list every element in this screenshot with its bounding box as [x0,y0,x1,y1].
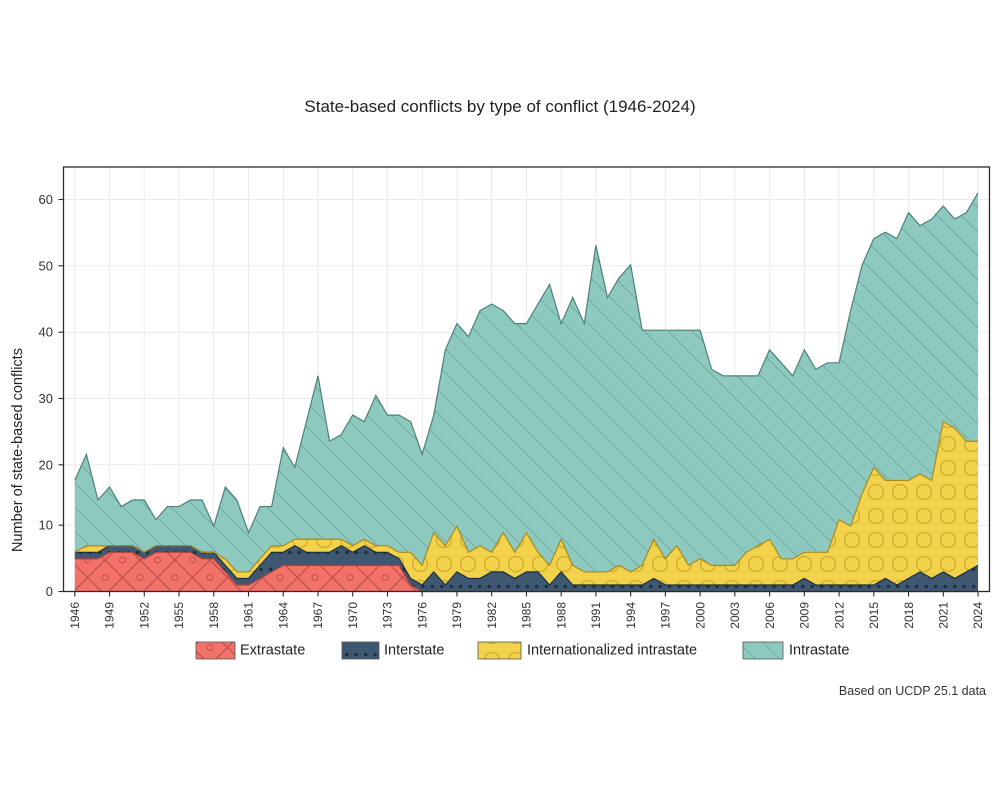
svg-text:30: 30 [39,391,53,406]
svg-text:2009: 2009 [798,602,812,629]
svg-text:Extrastate: Extrastate [240,643,305,659]
svg-text:2012: 2012 [832,602,846,629]
svg-text:1985: 1985 [520,602,534,629]
svg-text:1964: 1964 [276,602,290,629]
svg-text:1967: 1967 [311,602,325,629]
svg-text:2015: 2015 [867,602,881,629]
svg-text:0: 0 [46,584,53,599]
svg-text:1973: 1973 [381,602,395,629]
svg-text:1997: 1997 [659,602,673,629]
svg-text:1988: 1988 [554,602,568,629]
svg-text:Number of state-based conflict: Number of state-based conflicts [10,348,26,552]
svg-text:2018: 2018 [902,602,916,629]
svg-text:Internationalized intrastate: Internationalized intrastate [527,643,697,659]
svg-text:1970: 1970 [346,602,360,629]
svg-text:1991: 1991 [589,602,603,629]
svg-text:Intrastate: Intrastate [789,643,849,659]
svg-text:1982: 1982 [485,602,499,629]
svg-text:1976: 1976 [415,602,429,629]
svg-text:60: 60 [39,192,53,207]
svg-text:1979: 1979 [450,602,464,629]
svg-text:1955: 1955 [172,602,186,629]
svg-text:2021: 2021 [937,602,951,629]
svg-text:2003: 2003 [728,602,742,629]
svg-text:1952: 1952 [138,602,152,629]
svg-text:1958: 1958 [207,602,221,629]
svg-text:1994: 1994 [624,602,638,629]
svg-text:50: 50 [39,258,53,273]
svg-text:2000: 2000 [693,602,707,629]
svg-text:2024: 2024 [971,602,985,629]
svg-text:Interstate: Interstate [384,643,444,659]
svg-text:1961: 1961 [242,602,256,629]
svg-text:1946: 1946 [68,602,82,629]
svg-text:1949: 1949 [103,602,117,629]
svg-text:10: 10 [39,518,53,533]
svg-text:20: 20 [39,457,53,472]
svg-text:2006: 2006 [763,602,777,629]
svg-text:40: 40 [39,325,53,340]
